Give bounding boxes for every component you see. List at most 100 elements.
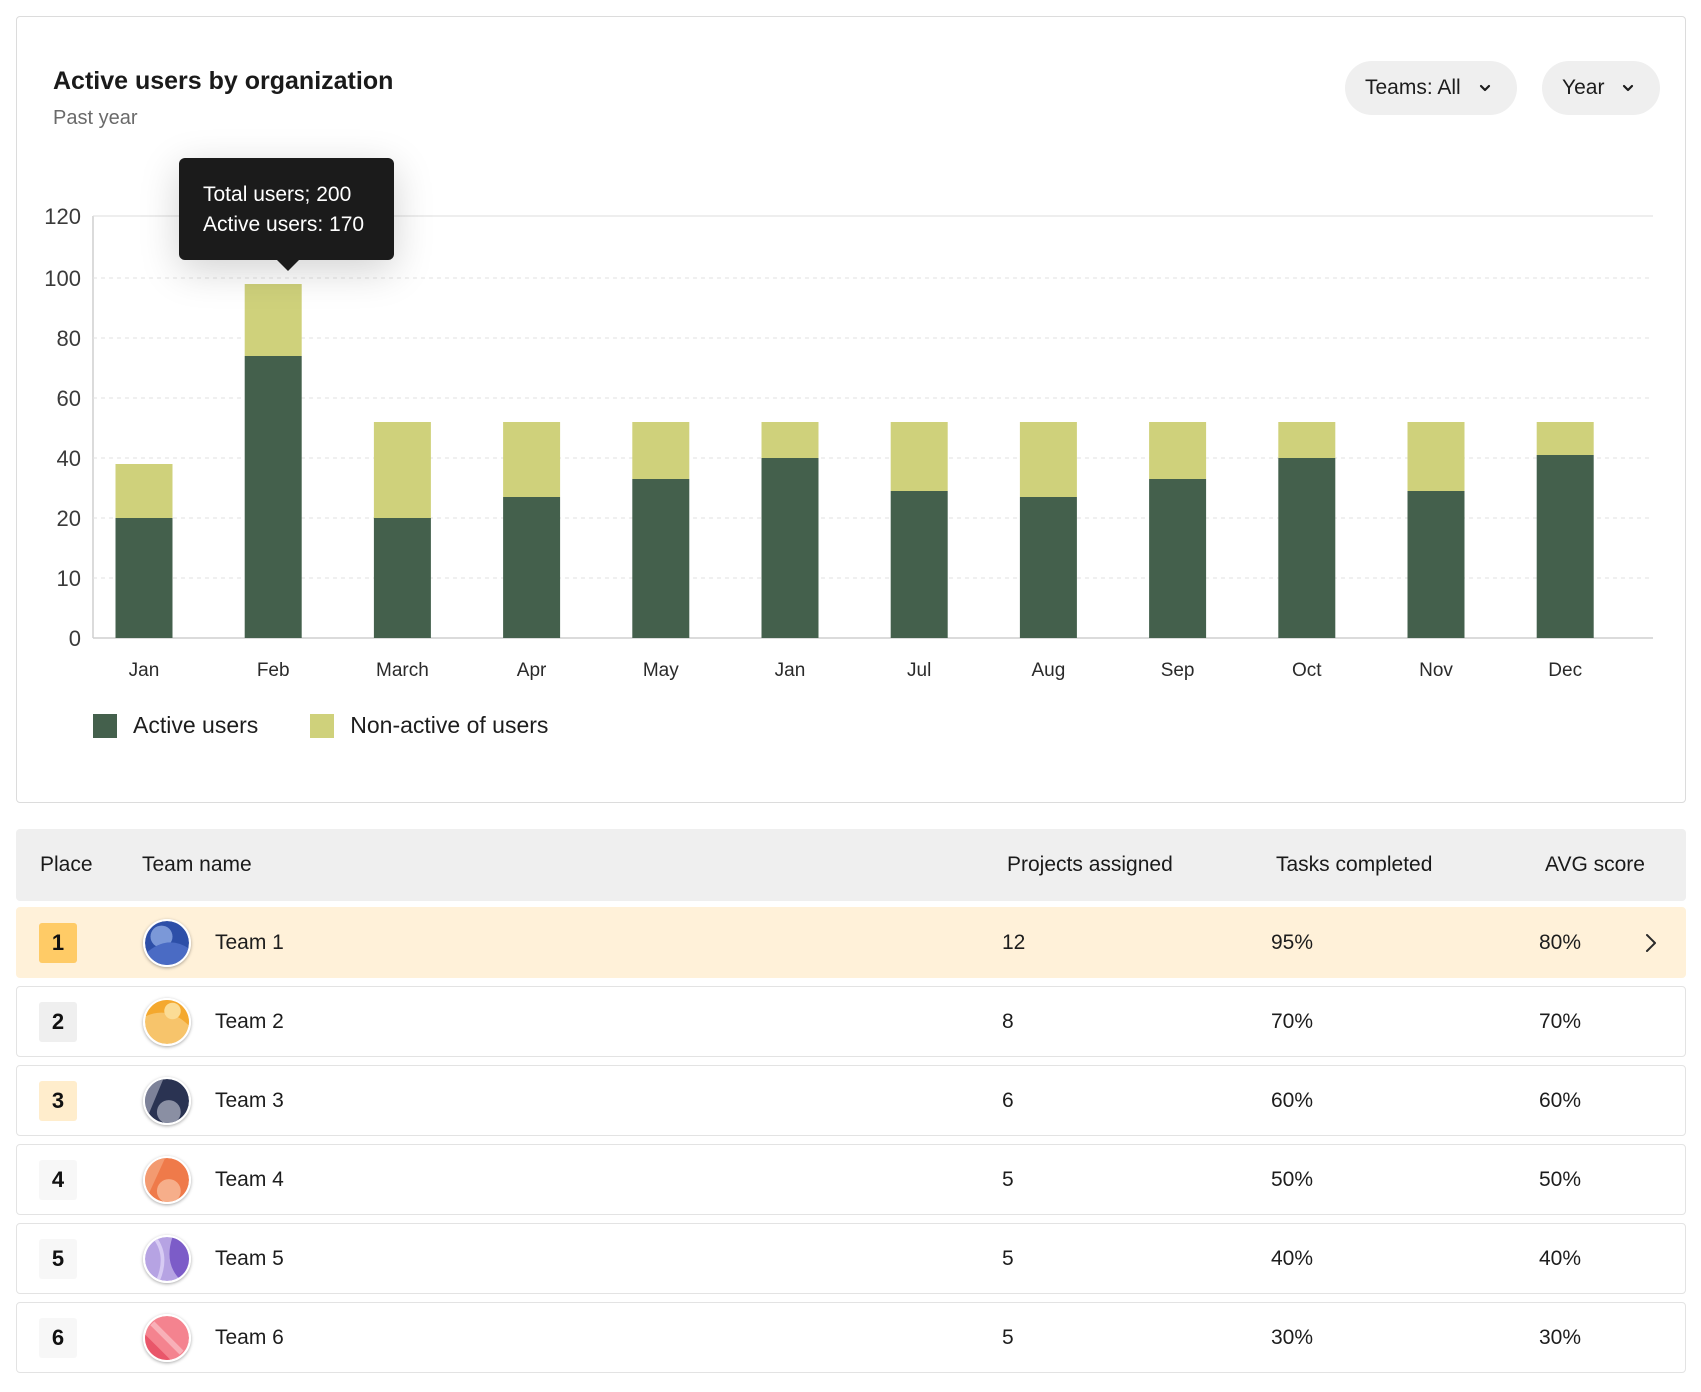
tooltip-total: Total users; 200 bbox=[203, 183, 352, 206]
y-tick-label: 40 bbox=[57, 446, 81, 471]
team-name: Team 5 bbox=[215, 1246, 284, 1270]
avg-score: 60% bbox=[1539, 1088, 1582, 1112]
bar-active-9 bbox=[1149, 479, 1207, 638]
teams-filter-label: Teams: All bbox=[1365, 76, 1461, 99]
bar-active-8 bbox=[1019, 497, 1077, 638]
tasks-completed: 70% bbox=[1271, 1009, 1314, 1033]
bar-active-2 bbox=[244, 356, 302, 638]
header-place: Place bbox=[40, 853, 93, 876]
team-avatar bbox=[143, 1234, 191, 1283]
bar-nonactive-5 bbox=[632, 422, 690, 479]
team-avatar bbox=[143, 1155, 191, 1204]
bar-nonactive-4 bbox=[503, 422, 561, 497]
header-projects-assigned: Projects assigned bbox=[1007, 853, 1173, 876]
chart-tooltip: Total users; 200 Active users: 170 bbox=[179, 158, 394, 271]
team-name: Team 3 bbox=[215, 1088, 284, 1112]
y-tick-label: 20 bbox=[57, 506, 81, 531]
bar-active-3 bbox=[373, 518, 431, 638]
x-tick-label: Jan bbox=[775, 660, 806, 681]
team-name: Team 4 bbox=[215, 1167, 284, 1191]
y-tick-label: 10 bbox=[57, 566, 81, 591]
avg-score: 70% bbox=[1539, 1009, 1582, 1033]
year-filter-label: Year bbox=[1562, 76, 1605, 99]
avg-score: 30% bbox=[1539, 1325, 1582, 1349]
chart-subtitle: Past year bbox=[53, 107, 138, 129]
bar-active-11 bbox=[1407, 491, 1465, 638]
bar-nonactive-12 bbox=[1536, 422, 1594, 455]
bar-active-7 bbox=[890, 491, 948, 638]
team-name: Team 2 bbox=[215, 1009, 284, 1033]
projects-assigned: 5 bbox=[1002, 1325, 1014, 1349]
projects-assigned: 12 bbox=[1002, 930, 1026, 954]
bar-active-10 bbox=[1278, 458, 1336, 638]
table-row[interactable]: 2 Team 2 8 70% 70% bbox=[16, 986, 1686, 1057]
tasks-completed: 30% bbox=[1271, 1325, 1314, 1349]
bar-active-5 bbox=[632, 479, 690, 638]
chart-card: Active users by organization Past year T… bbox=[16, 16, 1686, 803]
place-badge: 2 bbox=[39, 1001, 77, 1042]
x-tick-label: Jan bbox=[129, 660, 160, 681]
place-badge: 3 bbox=[39, 1080, 77, 1121]
y-tick-label: 60 bbox=[57, 386, 81, 411]
x-tick-label: Sep bbox=[1161, 660, 1195, 681]
bar-nonactive-2 bbox=[244, 284, 302, 356]
bar-nonactive-3 bbox=[373, 422, 431, 518]
year-filter-dropdown[interactable]: Year bbox=[1542, 61, 1661, 115]
bar-nonactive-8 bbox=[1019, 422, 1077, 497]
y-tick-label: 0 bbox=[69, 626, 81, 651]
table-row[interactable]: 4 Team 4 5 50% 50% bbox=[16, 1144, 1686, 1215]
chevron-down-icon bbox=[1479, 84, 1490, 92]
projects-assigned: 5 bbox=[1002, 1246, 1014, 1270]
table-row[interactable]: 1 Team 1 12 95% 80% bbox=[16, 907, 1686, 978]
bar-active-4 bbox=[503, 497, 561, 638]
chart-title: Active users by organization bbox=[53, 67, 394, 95]
legend-label-nonactive: Non-active of users bbox=[350, 712, 549, 738]
bar-active-1 bbox=[115, 518, 173, 638]
avg-score: 40% bbox=[1539, 1246, 1582, 1270]
tasks-completed: 40% bbox=[1271, 1246, 1314, 1270]
x-tick-label: Jul bbox=[907, 660, 931, 681]
chevron-down-icon bbox=[1623, 84, 1634, 92]
team-avatar bbox=[143, 1313, 191, 1362]
legend-swatch-active bbox=[93, 713, 117, 738]
tasks-completed: 60% bbox=[1271, 1088, 1314, 1112]
stacked-bar-chart: 0 10 20 40 60 80 100 120 Jan Feb March Apr May Jan Jul… bbox=[44, 204, 1653, 681]
team-name: Team 6 bbox=[215, 1325, 284, 1349]
teams-filter-dropdown[interactable]: Teams: All bbox=[1345, 61, 1517, 115]
x-tick-label: Feb bbox=[257, 660, 290, 681]
chevron-right-icon[interactable] bbox=[1643, 932, 1659, 954]
header-team-name: Team name bbox=[142, 853, 252, 876]
x-tick-label: Apr bbox=[517, 660, 547, 681]
tooltip-active: Active users: 170 bbox=[203, 213, 365, 236]
legend-label-active: Active users bbox=[133, 712, 259, 738]
x-tick-label: Aug bbox=[1031, 660, 1065, 681]
bar-active-12 bbox=[1536, 455, 1594, 638]
projects-assigned: 8 bbox=[1002, 1009, 1014, 1033]
legend-item-nonactive: Non-active of users bbox=[310, 712, 548, 739]
table-header: Place Team name Projects assigned Tasks … bbox=[16, 829, 1686, 901]
table-row[interactable]: 3 Team 3 6 60% 60% bbox=[16, 1065, 1686, 1136]
x-tick-label: Oct bbox=[1292, 660, 1322, 681]
legend: Active users Non-active of users bbox=[93, 712, 548, 739]
bar-nonactive-6 bbox=[761, 422, 819, 458]
x-tick-label: Nov bbox=[1419, 660, 1453, 681]
header-avg-score: AVG score bbox=[1545, 853, 1645, 876]
y-tick-label: 120 bbox=[44, 204, 81, 229]
place-badge: 4 bbox=[39, 1159, 77, 1200]
place-badge: 5 bbox=[39, 1238, 77, 1279]
legend-item-active: Active users bbox=[93, 712, 258, 739]
table-row[interactable]: 5 Team 5 5 40% 40% bbox=[16, 1223, 1686, 1294]
team-avatar bbox=[143, 997, 191, 1046]
y-tick-label: 100 bbox=[44, 266, 81, 291]
table-row[interactable]: 6 Team 6 5 30% 30% bbox=[16, 1302, 1686, 1373]
bar-active-6 bbox=[761, 458, 819, 638]
x-tick-label: May bbox=[643, 660, 679, 681]
place-badge: 1 bbox=[39, 922, 77, 963]
bar-nonactive-7 bbox=[890, 422, 948, 491]
team-avatar bbox=[143, 1076, 191, 1125]
avg-score: 80% bbox=[1539, 930, 1582, 954]
bar-nonactive-11 bbox=[1407, 422, 1465, 491]
bar-nonactive-10 bbox=[1278, 422, 1336, 458]
x-tick-label: Dec bbox=[1548, 660, 1582, 681]
avg-score: 50% bbox=[1539, 1167, 1582, 1191]
